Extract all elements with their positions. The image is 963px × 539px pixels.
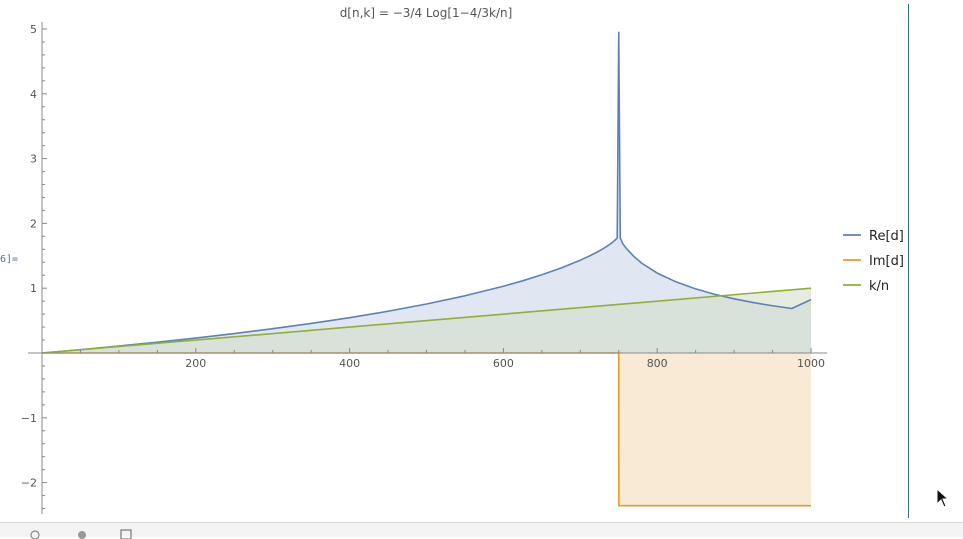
cell-bracket[interactable] — [908, 4, 909, 518]
area-fills — [42, 32, 811, 506]
series-line-red — [41, 31, 812, 354]
axes: 200 400 600 800 1000 −2 −1 1 2 3 4 5 — [21, 22, 827, 514]
series-fill-imd — [42, 353, 811, 506]
y-tick-label: 4 — [30, 88, 37, 101]
y-tick-label: −2 — [21, 477, 37, 490]
series-line-kn — [41, 287, 812, 354]
mouse-cursor-icon — [936, 488, 950, 508]
x-tick-label: 800 — [647, 357, 668, 370]
chart-title: d[n,k] = −3/4 Log[1−4/3k/n] — [340, 6, 513, 20]
search-icon[interactable] — [30, 529, 42, 539]
y-tick-label: 3 — [30, 153, 37, 166]
y-tick-label: 5 — [30, 23, 37, 36]
y-tick-label: 2 — [30, 217, 37, 230]
y-tick-label: −1 — [21, 412, 37, 425]
notebook-toolbar — [0, 522, 963, 539]
gear-icon[interactable] — [76, 529, 88, 539]
x-tick-label: 400 — [339, 357, 360, 370]
x-tick-label: 600 — [493, 357, 514, 370]
legend-label: k/n — [869, 279, 889, 294]
x-tick-label: 1000 — [797, 357, 825, 370]
document-icon[interactable] — [120, 529, 132, 539]
x-tick-label: 200 — [185, 357, 206, 370]
legend-label: Re[d] — [869, 229, 904, 244]
output-cell-label: 6]= — [0, 254, 19, 265]
legend: Re[d] Im[d] k/n — [843, 229, 904, 294]
legend-label: Im[d] — [869, 254, 904, 269]
y-tick-label: 1 — [30, 282, 37, 295]
